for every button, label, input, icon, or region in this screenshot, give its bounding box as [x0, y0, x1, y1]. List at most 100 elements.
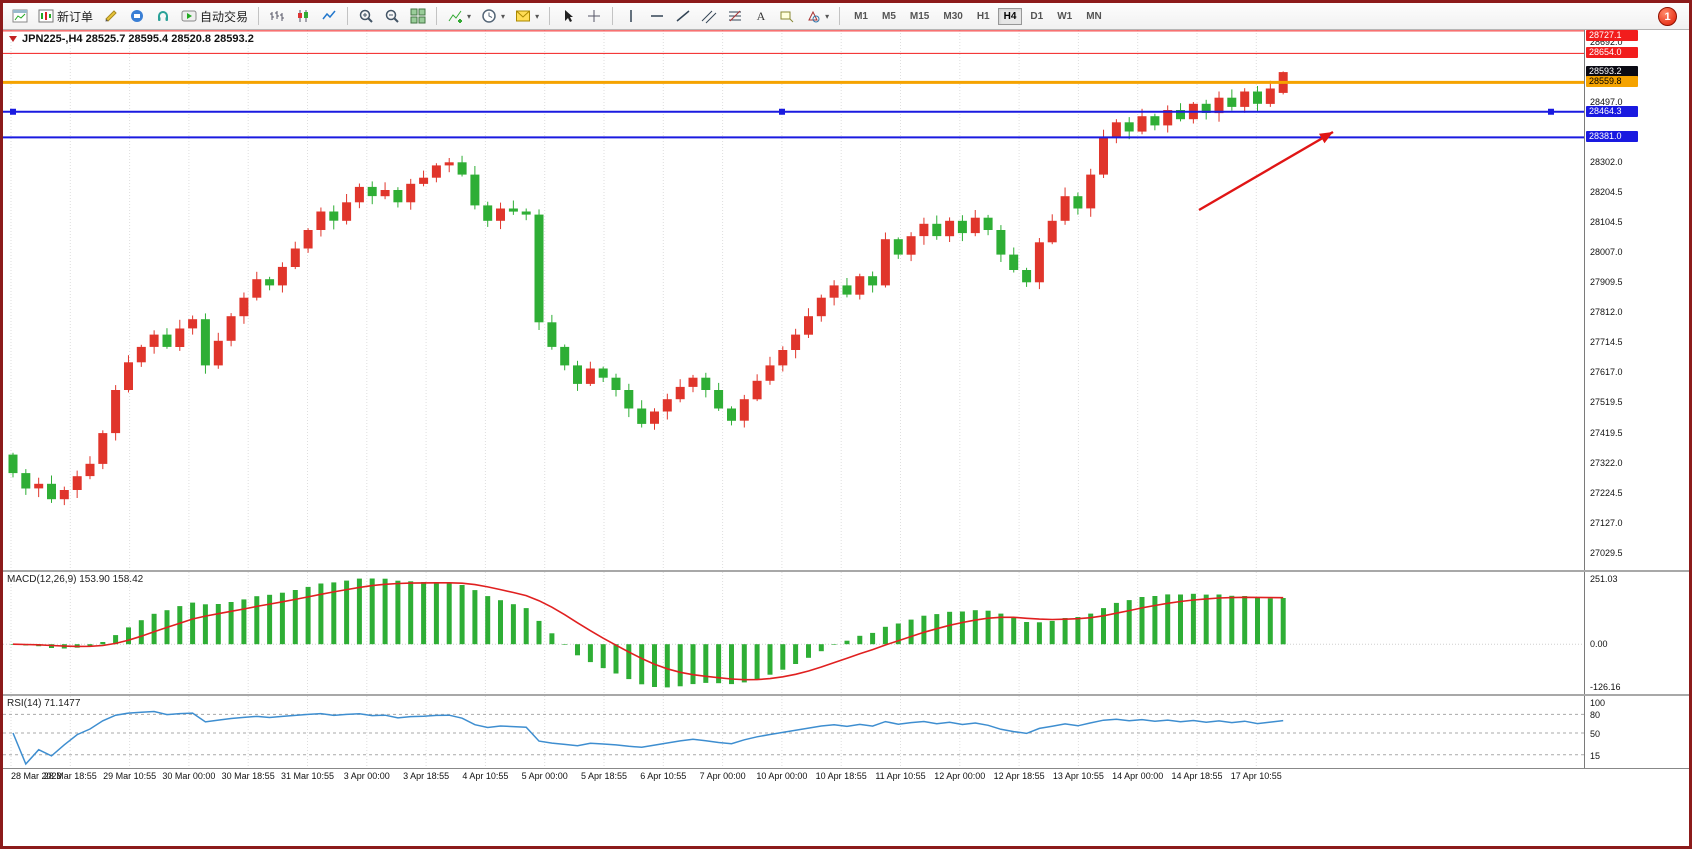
- shapes-dropdown-icon[interactable]: ▾: [825, 11, 830, 21]
- templates-button[interactable]: ▾: [511, 5, 543, 27]
- line-chart-mode-button[interactable]: [317, 5, 341, 27]
- timeframe-h1[interactable]: H1: [976, 10, 990, 22]
- trendline-button[interactable]: [671, 5, 695, 27]
- candle: [380, 190, 390, 197]
- trendline-icon: [676, 10, 690, 22]
- candle: [1227, 97, 1237, 107]
- support-button[interactable]: [151, 5, 175, 27]
- panel-separator[interactable]: [3, 570, 1689, 572]
- arrow-object[interactable]: [1198, 130, 1334, 212]
- cursor-button[interactable]: [556, 5, 580, 27]
- timeframe-m5[interactable]: M5: [882, 10, 896, 22]
- candle: [393, 190, 403, 203]
- crosshair-button[interactable]: [582, 5, 606, 27]
- candlestick-mode-button[interactable]: [291, 5, 315, 27]
- label-tool-icon: [780, 11, 794, 23]
- macd-histogram-bar: [1088, 613, 1094, 645]
- indicators-icon: [448, 10, 463, 23]
- macd-histogram-bar: [151, 613, 157, 645]
- macd-histogram-bar: [613, 644, 619, 674]
- macd-histogram-bar: [972, 610, 978, 645]
- macd-histogram-bar: [1101, 608, 1106, 645]
- macd-histogram-bar: [921, 615, 927, 645]
- price-axis-label: 27419.5: [1590, 428, 1623, 439]
- toolbar: 新订单 自动交易 ▾ ▾ ▾ A ▾ M1 M5 M15 M30 H1 H4 D1 W1 MN 1: [3, 3, 1689, 30]
- timeframe-mn[interactable]: MN: [1086, 10, 1102, 22]
- timeframe-d1[interactable]: D1: [1030, 10, 1044, 22]
- macd-histogram-bar: [587, 644, 593, 663]
- macd-histogram-bar: [356, 578, 362, 645]
- timeframe-bar: M1 M5 M15 M30 H1 H4 D1 W1 MN: [847, 7, 1109, 25]
- candle: [739, 399, 749, 421]
- chart-window-button[interactable]: [8, 5, 32, 27]
- candle: [983, 217, 993, 230]
- candle: [136, 346, 146, 363]
- timeframe-m30[interactable]: M30: [943, 10, 963, 22]
- macd-histogram-bar: [241, 599, 247, 645]
- zoom-out-button[interactable]: [380, 5, 404, 27]
- macd-histogram-bar: [202, 604, 208, 645]
- text-tool-button[interactable]: A: [749, 5, 773, 27]
- macd-histogram-bar: [793, 644, 799, 664]
- notification-badge[interactable]: 1: [1658, 7, 1677, 26]
- macd-histogram-bar: [331, 582, 337, 645]
- hline-handle[interactable]: [779, 108, 785, 115]
- macd-panel[interactable]: MACD(12,26,9) 153.90 158.42: [3, 572, 1584, 694]
- candle: [8, 454, 18, 474]
- timeframe-w1[interactable]: W1: [1057, 10, 1073, 22]
- autotrading-button[interactable]: 自动交易: [177, 5, 252, 28]
- panel-separator[interactable]: [3, 694, 1689, 696]
- time-label: 3 Apr 18:55: [403, 771, 450, 781]
- candle: [765, 365, 775, 381]
- periods-dropdown-icon[interactable]: ▾: [501, 11, 506, 21]
- macd-label: MACD(12,26,9) 153.90 158.42: [7, 574, 144, 585]
- shapes-button[interactable]: ▾: [801, 5, 833, 27]
- timeframe-m15[interactable]: M15: [909, 10, 930, 22]
- macd-histogram-bar: [716, 644, 722, 684]
- time-label: 10 Apr 00:00: [756, 771, 808, 781]
- metaeditor-button[interactable]: [99, 5, 123, 27]
- candle: [521, 211, 531, 215]
- candle: [1034, 242, 1044, 283]
- tile-windows-button[interactable]: [406, 5, 430, 27]
- hline-handle[interactable]: [10, 108, 16, 115]
- price-axis-label: 27519.5: [1590, 397, 1623, 408]
- candle: [59, 490, 69, 500]
- terminal-button[interactable]: [125, 5, 149, 27]
- indicators-dropdown-icon[interactable]: ▾: [467, 11, 472, 21]
- channel-button[interactable]: [697, 5, 721, 27]
- zoom-in-button[interactable]: [354, 5, 378, 27]
- horizontal-line-button[interactable]: [645, 5, 669, 27]
- bar-chart-mode-button[interactable]: [265, 5, 289, 27]
- price-axis[interactable]: 28692.0 28497.0 28302.0 28204.5 28104.5 28007…: [1584, 30, 1689, 570]
- time-label: 12 Apr 18:55: [993, 771, 1045, 781]
- toolbar-separator: [347, 7, 349, 25]
- timeframe-m1[interactable]: M1: [854, 10, 868, 22]
- rsi-panel[interactable]: RSI(14) 71.1477: [3, 696, 1584, 768]
- hline-handle[interactable]: [1548, 108, 1554, 115]
- macd-histogram-bar: [1242, 596, 1248, 645]
- templates-dropdown-icon[interactable]: ▾: [535, 11, 540, 21]
- candle: [1022, 270, 1032, 283]
- chart-window-icon: [12, 9, 28, 23]
- indicators-button[interactable]: ▾: [443, 5, 475, 27]
- candle: [124, 362, 133, 390]
- fibonacci-button[interactable]: [723, 5, 747, 27]
- price-axis-label: 27617.0: [1590, 367, 1623, 378]
- price-chart-panel[interactable]: JPN225-,H4 28525.7 28595.4 28520.8 28593…: [3, 30, 1584, 570]
- label-tool-button[interactable]: [775, 5, 799, 27]
- macd-histogram-bar: [1267, 598, 1273, 645]
- new-order-button[interactable]: 新订单: [34, 5, 97, 28]
- periods-button[interactable]: ▾: [477, 5, 509, 27]
- time-label: 6 Apr 10:55: [640, 771, 687, 781]
- timeframe-h4[interactable]: H4: [997, 7, 1023, 25]
- time-axis[interactable]: 28 Mar 2023 28 Mar 18:55 29 Mar 10:55 30 Ma…: [3, 768, 1689, 785]
- zoom-out-icon: [385, 9, 399, 23]
- time-label: 14 Apr 18:55: [1171, 771, 1223, 781]
- candle: [1201, 103, 1211, 113]
- vertical-line-button[interactable]: [619, 5, 643, 27]
- macd-histogram-bar: [1113, 602, 1119, 645]
- macd-histogram-bar: [1011, 617, 1017, 645]
- candle: [650, 411, 659, 424]
